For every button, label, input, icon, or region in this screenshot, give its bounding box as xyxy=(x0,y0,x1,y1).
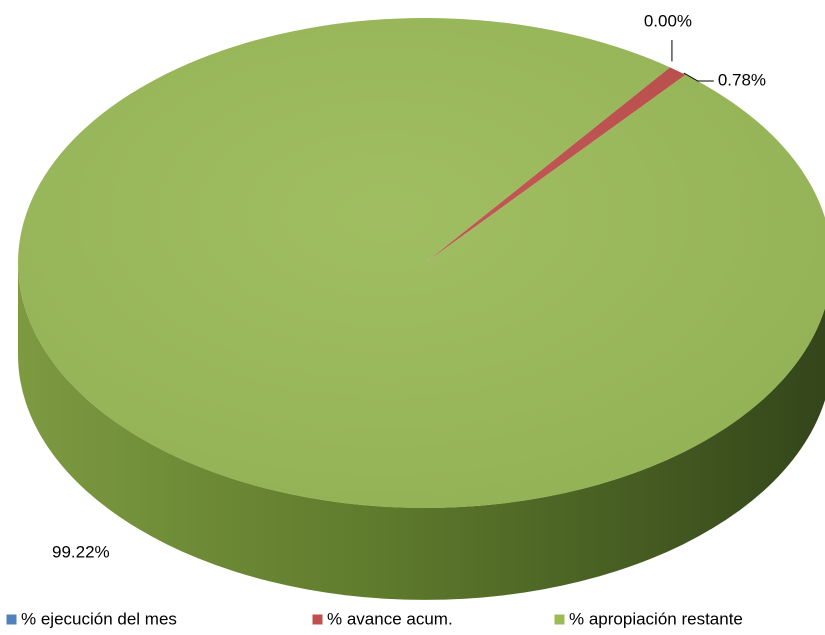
legend-label: % apropiación restante xyxy=(569,609,743,628)
data-label: 99.22% xyxy=(52,542,110,561)
data-label: 0.78% xyxy=(718,70,766,89)
data-label: 0.00% xyxy=(644,11,692,30)
legend-swatch xyxy=(5,613,18,626)
legend-label: % ejecución del mes xyxy=(21,609,177,628)
legend-swatch xyxy=(553,613,566,626)
legend-swatch xyxy=(311,613,324,626)
slice xyxy=(18,18,825,508)
legend-label: % avance acum. xyxy=(327,609,453,628)
slice-side xyxy=(18,263,825,600)
leader-line xyxy=(683,72,714,82)
